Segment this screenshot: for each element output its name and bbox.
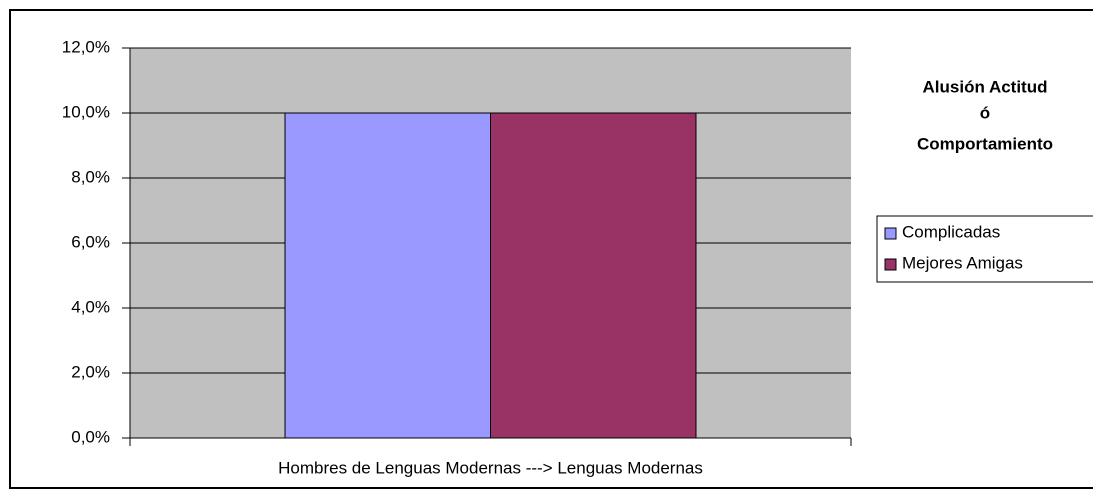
- x-tick-label: Hombres de Lenguas Modernas ---> Lenguas…: [278, 458, 703, 477]
- y-tick-label: 10,0%: [62, 102, 110, 121]
- legend-label: Complicadas: [902, 222, 1000, 241]
- y-tick-label: 4,0%: [71, 297, 110, 316]
- y-tick-label: 2,0%: [71, 362, 110, 381]
- y-tick-label: 8,0%: [71, 167, 110, 186]
- y-tick-label: 6,0%: [71, 232, 110, 251]
- bar: [490, 112, 697, 439]
- legend-label: Mejores Amigas: [902, 253, 1023, 272]
- legend-swatch: [884, 227, 897, 240]
- legend-box: [876, 215, 1093, 283]
- y-tick-label: 0,0%: [71, 427, 110, 446]
- legend-title: Alusión Actitud: [923, 77, 1048, 96]
- legend-title: Comportamiento: [917, 134, 1053, 153]
- legend-swatch: [884, 258, 897, 271]
- bar: [284, 112, 492, 439]
- y-tick-label: 12,0%: [62, 37, 110, 56]
- legend-title: ó: [980, 103, 990, 122]
